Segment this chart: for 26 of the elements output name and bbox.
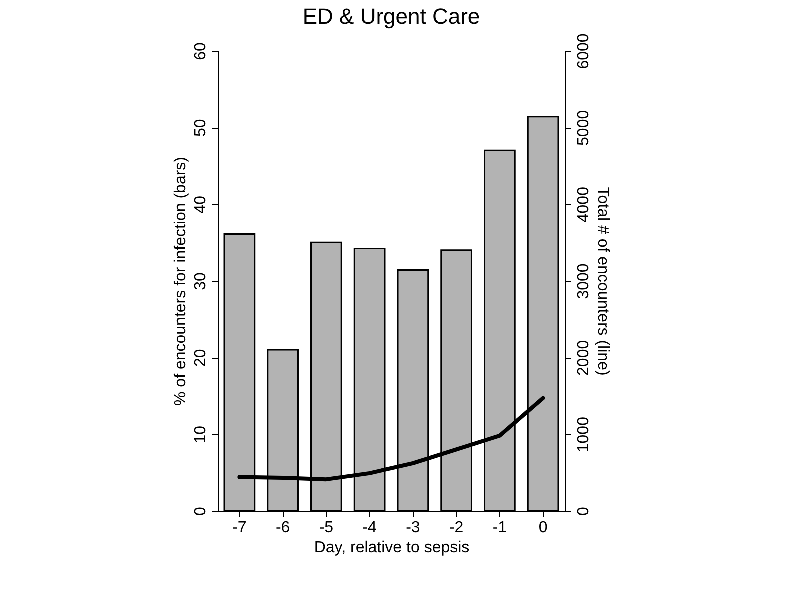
x-tick-label: -5	[319, 520, 334, 536]
y-tick-label: 60	[192, 42, 210, 60]
x-tick-label: -3	[406, 520, 420, 536]
chart-title: ED & Urgent Care	[302, 4, 480, 30]
x-tick-label: -7	[232, 520, 247, 536]
x-tick-label: -2	[449, 520, 464, 536]
y-tick-label: 40	[192, 196, 210, 214]
y2-tick-label: 4000	[576, 186, 592, 223]
x-tick-label: -4	[362, 520, 378, 536]
y2-tick-label: 6000	[576, 34, 592, 70]
y-tick-label: 0	[192, 506, 210, 516]
y2-tick-label: 0	[576, 506, 592, 516]
y-tick-label: 10	[192, 426, 210, 444]
y2-tick-label: 1000	[576, 416, 592, 453]
y2-tick-label: 2000	[576, 340, 592, 376]
y2-tick-label: 5000	[576, 110, 592, 146]
y2-axis-title: Total # of encounters (line)	[594, 187, 612, 376]
y-axis-title: % of encounters for infection (bars)	[172, 156, 190, 406]
x-axis-title: Day, relative to sepsis	[314, 540, 470, 556]
x-tick-label: 0	[538, 520, 548, 536]
y-tick-label: 50	[192, 119, 210, 138]
y-tick-label: 20	[192, 349, 210, 368]
x-tick-label: -6	[276, 520, 290, 536]
y-tick-label: 30	[192, 272, 210, 290]
y2-tick-label: 3000	[576, 264, 592, 300]
x-tick-label: -1	[492, 520, 508, 536]
